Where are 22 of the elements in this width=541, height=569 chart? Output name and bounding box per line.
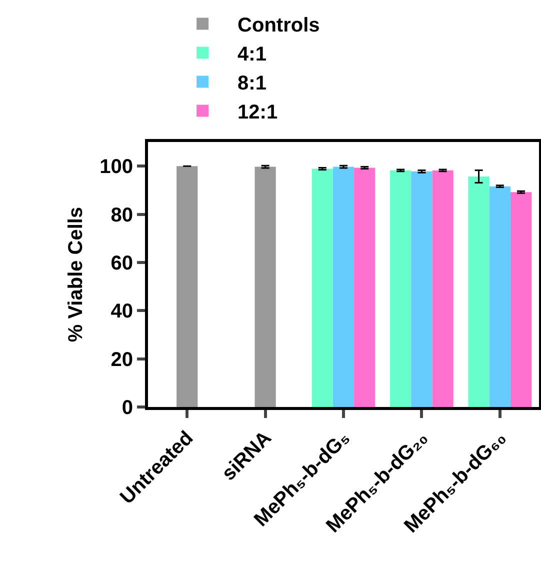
bar — [510, 192, 532, 407]
bar — [411, 171, 432, 407]
y-axis-title: % Viable Cells — [65, 206, 88, 342]
y-tick-label: 0 — [122, 397, 133, 419]
legend-label: Controls — [238, 14, 320, 36]
bar — [312, 168, 333, 407]
bar — [432, 170, 454, 407]
y-tick-label: 60 — [110, 252, 133, 274]
y-tick-label: 40 — [110, 300, 133, 323]
y-tick-label: 80 — [110, 204, 133, 226]
legend-label: 8:1 — [238, 72, 266, 94]
bar — [332, 166, 354, 407]
legend-label: 12:1 — [238, 102, 278, 124]
legend-label: 4:1 — [238, 44, 266, 66]
bar — [176, 166, 198, 407]
y-tick-label: 20 — [110, 348, 133, 371]
y-tick-label: 100 — [100, 156, 133, 178]
bar — [354, 168, 376, 407]
bar — [254, 166, 276, 407]
bar — [468, 176, 490, 407]
bar — [489, 186, 510, 407]
bar — [390, 170, 412, 407]
